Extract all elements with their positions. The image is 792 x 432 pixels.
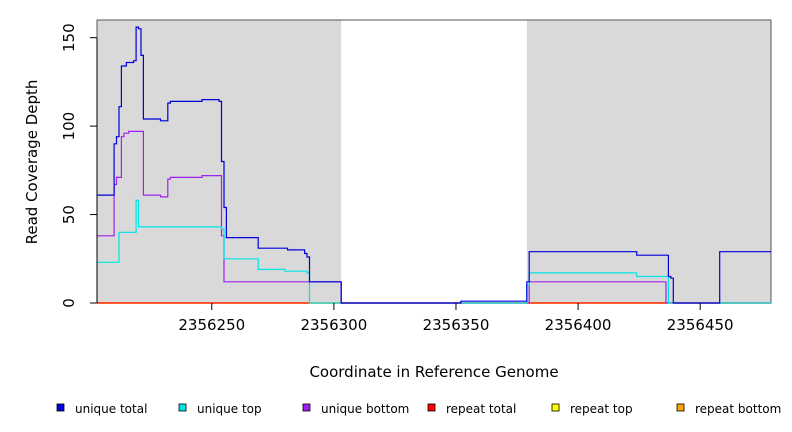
y-tick-label: 50 [60,205,78,224]
series-lines [97,26,771,304]
legend-swatch-unique-bottom [302,403,311,412]
legend-label-repeat-top: repeat top [570,402,633,416]
legend-swatch-repeat-bottom [676,403,685,412]
x-tick-label: 2356350 [423,316,490,334]
legend-swatch-unique-total [56,403,65,412]
y-axis: 0 50 100 150 [60,23,98,308]
x-tick-label: 2356450 [667,316,734,334]
y-tick-label: 150 [60,23,78,52]
shaded-region-0 [97,20,342,303]
x-tick-label: 2356250 [178,316,245,334]
legend-label-unique-total: unique total [75,402,147,416]
legend-label-repeat-total: repeat total [446,402,516,416]
legend: unique total unique top unique bottom repea… [56,402,781,416]
series-line-unique-total [97,26,771,304]
legend-swatch-repeat-total [427,403,436,412]
legend-swatch-unique-top [178,403,187,412]
x-tick-label: 2356300 [300,316,367,334]
shaded-region-1 [526,20,771,303]
y-tick-label: 100 [60,112,78,141]
series-line-unique-top [97,199,771,304]
legend-swatch-repeat-top [551,403,560,412]
legend-label-unique-top: unique top [197,402,262,416]
y-axis-label: Read Coverage Depth [23,80,41,245]
legend-label-unique-bottom: unique bottom [321,402,409,416]
legend-label-repeat-bottom: repeat bottom [695,402,781,416]
y-tick-label: 0 [60,298,78,308]
x-axis: 2356250 2356300 2356350 2356400 2356450 [178,303,734,334]
x-axis-label: Coordinate in Reference Genome [309,363,558,381]
x-tick-label: 2356400 [545,316,612,334]
shaded-regions [97,20,771,303]
